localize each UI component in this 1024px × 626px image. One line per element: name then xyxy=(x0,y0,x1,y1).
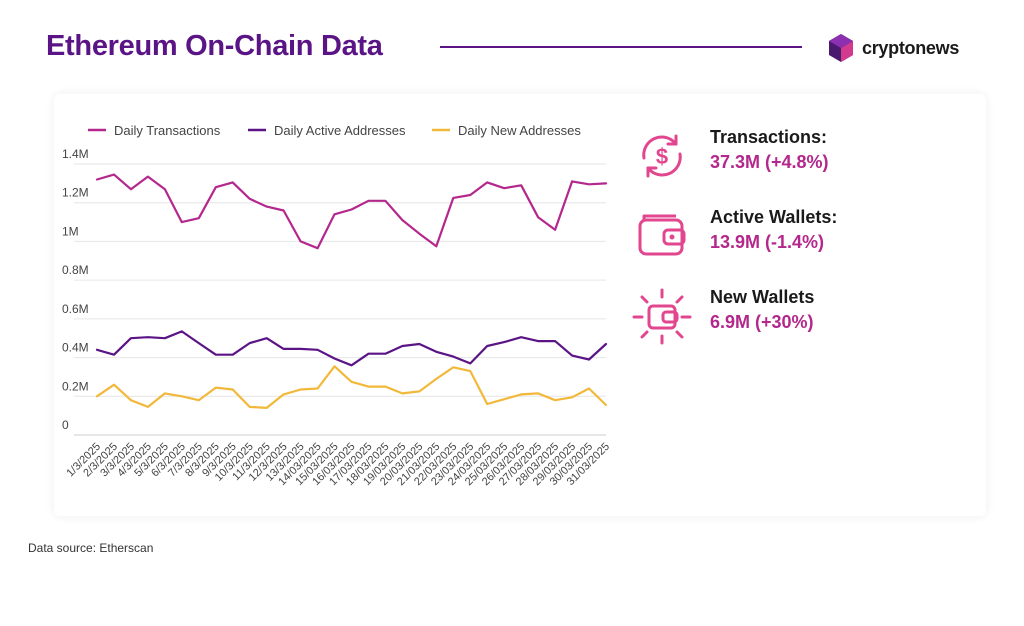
page-title: Ethereum On-Chain Data xyxy=(46,30,383,62)
stat-active-wallets: Active Wallets: 13.9M (-1.4%) xyxy=(632,206,837,266)
stat-label: Active Wallets: xyxy=(710,207,838,227)
stat-label: New Wallets xyxy=(710,287,815,307)
y-tick-label: 0 xyxy=(62,418,69,432)
y-tick-label: 0.8M xyxy=(62,263,89,277)
legend-label: Daily Transactions xyxy=(114,123,221,138)
stat-value: 37.3M (+4.8%) xyxy=(710,152,829,172)
cryptonews-logo-icon xyxy=(829,34,853,62)
svg-text:$: $ xyxy=(656,144,668,169)
stat-value: 6.9M (+30%) xyxy=(710,312,814,332)
y-tick-label: 1M xyxy=(62,224,79,238)
stat-value: 13.9M (-1.4%) xyxy=(710,232,825,252)
new-wallet-icon xyxy=(632,288,692,345)
dollar-cycle-icon: $ xyxy=(642,134,682,178)
y-tick-label: 0.6M xyxy=(62,302,89,316)
title-rule xyxy=(440,46,802,48)
data-source: Data source: Etherscan xyxy=(28,541,154,555)
y-tick-label: 1.2M xyxy=(62,186,89,200)
y-tick-label: 0.4M xyxy=(62,341,89,355)
legend-label: Daily New Addresses xyxy=(458,123,581,138)
series-line xyxy=(95,365,608,409)
brand-name: cryptonews xyxy=(862,37,960,58)
wallet-icon xyxy=(638,214,686,256)
y-tick-label: 0.2M xyxy=(62,379,89,393)
line-chart: 00.2M0.4M0.6M0.8M1M1.2M1.4M1/3/20252/3/2… xyxy=(62,123,612,488)
legend-label: Daily Active Addresses xyxy=(274,123,406,138)
stat-new-wallets: New Wallets 6.9M (+30%) xyxy=(632,286,814,346)
series-line xyxy=(95,173,608,250)
chart-card: 0 0.2M 0.4M 0.6M 0.8M 1M 1.2M 1.4M 1/3/2025 2/3/2… xyxy=(54,94,986,516)
y-tick-label: 1.4M xyxy=(62,147,89,161)
stat-label: Transactions: xyxy=(710,127,828,147)
brand-logo: cryptonews xyxy=(826,32,959,64)
series-line xyxy=(95,330,608,367)
stat-transactions: $ Transactions: 37.3M (+4.8%) xyxy=(632,126,829,186)
